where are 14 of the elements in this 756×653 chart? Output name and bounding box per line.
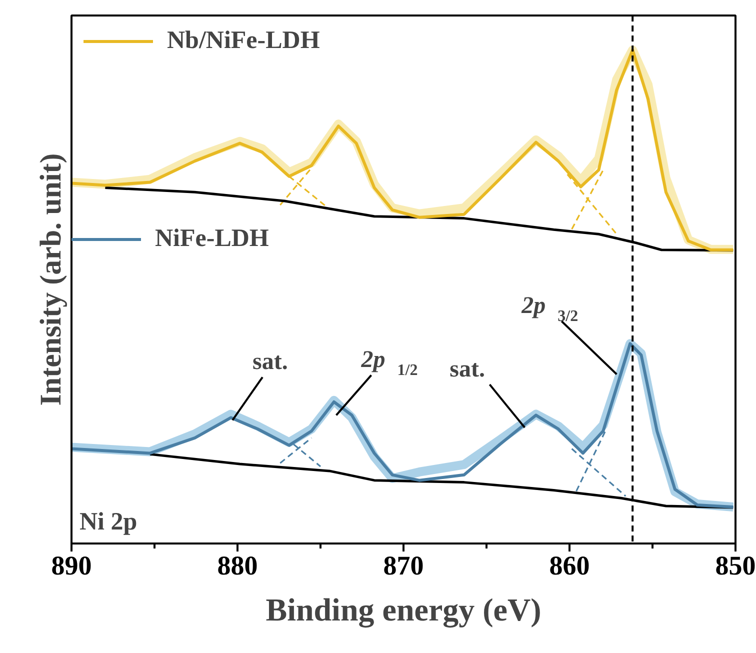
y-axis-title: Intensity (arb. unit) [34,153,68,406]
x-tick-label: 860 [549,550,590,580]
annotation: Ni 2p [80,508,138,536]
x-axis-title: Binding energy (eV) [266,592,542,628]
legend-label: Nb/NiFe-LDH [167,27,320,55]
annotation: sat. [450,356,486,383]
annotation: sat. [252,349,288,376]
x-tick-label: 890 [51,550,92,580]
legend-label: NiFe-LDH [155,225,269,253]
x-tick-label: 850 [715,550,756,580]
x-tick-label: 870 [383,550,424,580]
annotation: 2p 1/2 [360,347,418,380]
x-tick-label: 880 [217,550,258,580]
annotation: 2p 3/2 [520,293,578,326]
